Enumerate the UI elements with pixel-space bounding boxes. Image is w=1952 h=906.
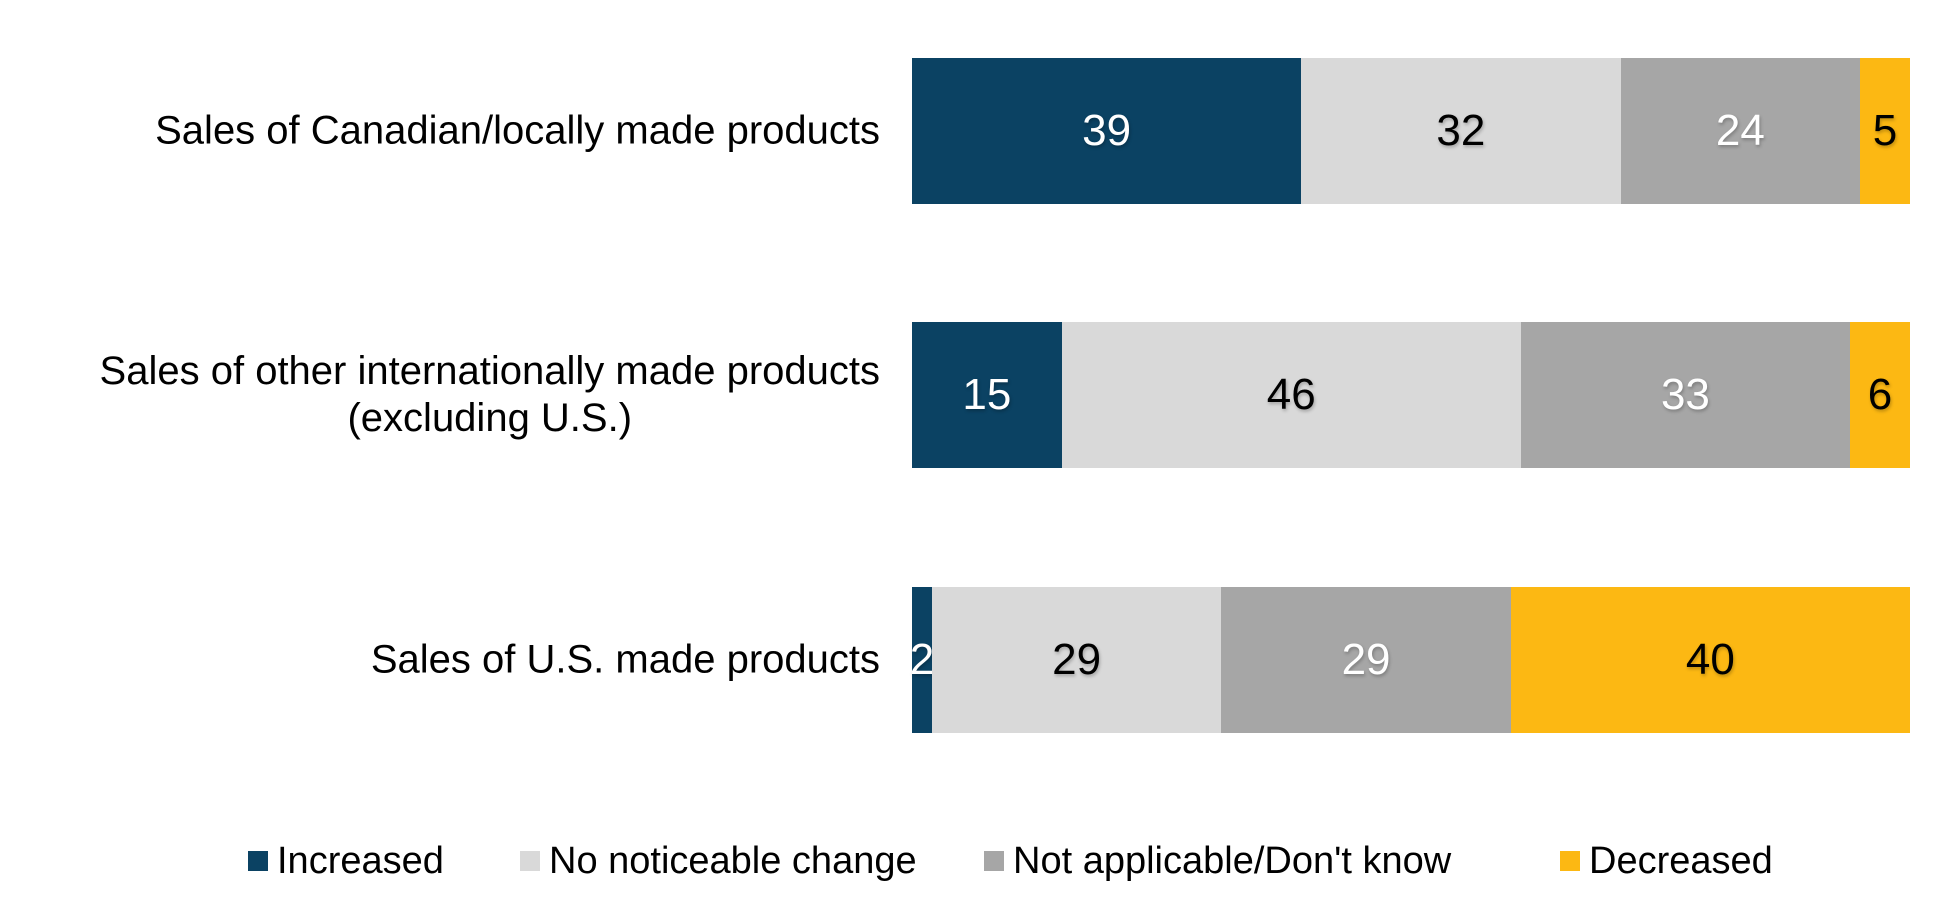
chart-row: Sales of other internationally made prod… bbox=[0, 322, 1952, 468]
bar-value-label: 2 bbox=[909, 635, 935, 684]
legend-swatch-icon bbox=[984, 851, 1004, 871]
stacked-bar: 39 32 24 5 bbox=[912, 58, 1910, 204]
bar-value-label: 29 bbox=[1341, 635, 1391, 684]
bar-value-label: 46 bbox=[1266, 370, 1316, 419]
bar-segment-increased: 2 bbox=[909, 587, 935, 733]
category-label-line: (excluding U.S.) bbox=[347, 396, 633, 440]
legend-item-decreased: Decreased bbox=[1560, 839, 1773, 883]
chart-row: Sales of U.S. made products 2 29 29 40 bbox=[0, 587, 1952, 733]
category-label: Sales of other internationally made prod… bbox=[100, 348, 880, 442]
category-label-line: Sales of U.S. made products bbox=[370, 637, 880, 682]
bar-segment-increased: 15 bbox=[912, 322, 1062, 468]
bar-segment-no-noticeable-change: 32 bbox=[1301, 58, 1621, 204]
legend-label: Increased bbox=[277, 839, 444, 882]
bar-value-label: 15 bbox=[962, 370, 1012, 419]
legend: Increased No noticeable change Not applica… bbox=[0, 839, 1952, 883]
chart-row: Sales of Canadian/locally made products 3… bbox=[0, 58, 1952, 204]
bar-segment-not-applicable-don-t-know: 24 bbox=[1620, 58, 1861, 204]
legend-swatch-icon bbox=[248, 851, 268, 871]
bar-value-label: 6 bbox=[1867, 370, 1893, 419]
category-label: Sales of Canadian/locally made products bbox=[155, 108, 880, 155]
legend-swatch-icon bbox=[520, 851, 540, 871]
bar-segment-not-applicable-don-t-know: 33 bbox=[1520, 322, 1851, 468]
bar-segment-not-applicable-don-t-know: 29 bbox=[1221, 587, 1511, 733]
bar-segment-decreased: 40 bbox=[1510, 587, 1910, 733]
bar-segment-decreased: 5 bbox=[1860, 58, 1910, 204]
category-label-line: Sales of other internationally made prod… bbox=[99, 349, 880, 393]
bar-value-label: 33 bbox=[1660, 370, 1710, 419]
bar-segment-no-noticeable-change: 46 bbox=[1061, 322, 1521, 468]
bar-value-label: 32 bbox=[1436, 106, 1486, 155]
bar-segment-decreased: 6 bbox=[1850, 322, 1910, 468]
category-label-line: Sales of Canadian/locally made products bbox=[155, 108, 880, 153]
legend-item-increased: Increased bbox=[248, 839, 444, 883]
legend-swatch-icon bbox=[1560, 851, 1580, 871]
bar-value-label: 24 bbox=[1715, 106, 1765, 155]
bar-value-label: 39 bbox=[1082, 106, 1132, 155]
legend-label: Decreased bbox=[1589, 839, 1773, 882]
bar-segment-increased: 39 bbox=[912, 58, 1302, 204]
legend-item-not-applicable-don-t-know: Not applicable/Don't know bbox=[984, 839, 1451, 883]
stacked-bar: 15 46 33 6 bbox=[912, 322, 1910, 468]
legend-label: Not applicable/Don't know bbox=[1013, 839, 1452, 882]
bar-value-label: 5 bbox=[1872, 106, 1898, 155]
category-label: Sales of U.S. made products bbox=[371, 637, 880, 684]
bar-segment-no-noticeable-change: 29 bbox=[931, 587, 1222, 733]
legend-label: No noticeable change bbox=[549, 839, 917, 882]
bar-value-label: 40 bbox=[1685, 635, 1735, 684]
legend-item-no-noticeable-change: No noticeable change bbox=[520, 839, 917, 883]
stacked-bar: 2 29 29 40 bbox=[909, 587, 1910, 733]
bar-value-label: 29 bbox=[1052, 635, 1102, 684]
